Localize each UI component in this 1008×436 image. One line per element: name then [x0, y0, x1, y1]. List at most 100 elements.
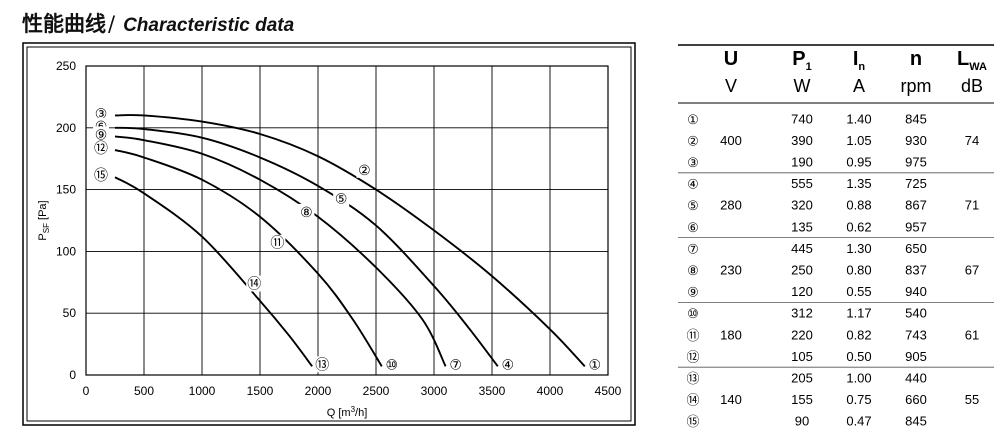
curve-series-3 — [114, 135, 447, 367]
cell-voltage: 400 — [720, 133, 742, 148]
cell-in: 0.95 — [846, 155, 871, 170]
x-tick-label: 3000 — [421, 384, 448, 398]
row-id: ⑩ — [687, 306, 699, 321]
curve-start-label: ⑨ — [95, 126, 108, 142]
curve-mid-label-bg — [298, 203, 315, 220]
cell-n: 940 — [905, 284, 927, 299]
row-id: ⑫ — [686, 349, 699, 364]
cell-p1: 105 — [791, 349, 813, 364]
header-unit: V — [725, 76, 737, 96]
curve-end-label: ④ — [502, 356, 515, 372]
chart-frame-outer — [22, 42, 636, 426]
cell-p1: 155 — [791, 392, 813, 407]
row-id: ⑤ — [687, 198, 699, 213]
row-id: ⑪ — [686, 328, 699, 343]
y-tick-label: 100 — [56, 244, 76, 258]
cell-in: 0.47 — [846, 414, 871, 428]
cell-in: 1.17 — [846, 306, 871, 321]
curve-series-2 — [114, 126, 499, 367]
y-tick-label: 200 — [56, 121, 76, 135]
cell-in: 1.40 — [846, 111, 871, 126]
cell-n: 440 — [905, 371, 927, 386]
curve-series-4 — [114, 149, 383, 367]
cell-in: 0.62 — [846, 219, 871, 234]
row-id: ② — [687, 133, 699, 148]
row-id: ⑧ — [687, 263, 699, 278]
curve-mid-label: ② — [358, 162, 371, 178]
row-id: ① — [687, 112, 699, 127]
cell-in: 1.30 — [846, 241, 871, 256]
y-tick-label: 50 — [63, 306, 77, 320]
cell-p1: 120 — [791, 284, 813, 299]
cell-in: 0.82 — [846, 327, 871, 342]
cell-in: 0.50 — [846, 349, 871, 364]
x-tick-label: 4000 — [537, 384, 564, 398]
x-tick-label: 3500 — [479, 384, 506, 398]
cell-sound-level: 71 — [965, 198, 979, 213]
curve-mid-label: ⑭ — [247, 276, 261, 292]
row-id: ④ — [687, 177, 699, 192]
chart-frame-inner — [26, 46, 632, 422]
x-tick-label: 500 — [134, 384, 154, 398]
row-id: ⑥ — [687, 220, 699, 235]
cell-p1: 555 — [791, 176, 813, 191]
curve-start-label-bg — [93, 126, 109, 143]
cell-p1: 135 — [791, 219, 813, 234]
curve-end-label: ⑦ — [449, 356, 462, 372]
cell-in: 0.75 — [846, 392, 871, 407]
curve-mid-label-bg — [269, 234, 286, 251]
header-unit: rpm — [901, 76, 932, 96]
x-axis-label: Q [m3/h] — [327, 405, 368, 419]
cell-n: 867 — [905, 198, 927, 213]
cell-n: 743 — [905, 327, 927, 342]
cell-n: 905 — [905, 349, 927, 364]
cell-n: 930 — [905, 133, 927, 148]
data-table: UV P1 W In An rpm LWA dB ① 740 1.40 845 ② 390 1.05 930 ③… — [678, 44, 994, 428]
header-symbol: LWA — [957, 48, 987, 73]
cell-in: 0.80 — [846, 263, 871, 278]
cell-in: 0.55 — [846, 284, 871, 299]
title-chinese: 性能曲线 — [22, 12, 106, 36]
row-id: ⑮ — [686, 414, 699, 428]
header-unit: A — [853, 76, 865, 96]
title-english: Characteristic data — [123, 15, 295, 36]
row-id: ⑭ — [686, 393, 699, 408]
cell-n: 540 — [905, 306, 927, 321]
page-header: 性能曲线 / Characteristic data — [22, 8, 294, 42]
y-tick-label: 250 — [56, 59, 76, 73]
curve-end-label: ⑩ — [386, 356, 399, 372]
curve-end-label: ① — [589, 356, 602, 372]
y-tick-label: 150 — [56, 183, 76, 197]
x-tick-label: 0 — [83, 384, 90, 398]
cell-in: 1.05 — [846, 133, 871, 148]
header-symbol: n — [910, 48, 922, 70]
cell-n: 660 — [905, 392, 927, 407]
curve-series-5 — [114, 176, 313, 367]
curve-mid-label: ⑪ — [270, 235, 284, 251]
row-id: ③ — [687, 155, 699, 170]
cell-n: 845 — [905, 111, 927, 126]
cell-in: 1.00 — [846, 371, 871, 386]
cell-p1: 390 — [791, 133, 813, 148]
cell-n: 975 — [905, 155, 927, 170]
cell-sound-level: 55 — [965, 392, 979, 407]
curve-end-label-bg — [499, 356, 516, 373]
curve-end-label-bg — [586, 356, 603, 373]
row-id: ⑦ — [687, 241, 699, 256]
header-unit: dB — [961, 76, 983, 96]
curve-end-label-bg — [447, 356, 464, 373]
cell-p1: 250 — [791, 263, 813, 278]
curve-start-label: ③ — [95, 105, 108, 121]
curve-mid-label-bg — [333, 190, 350, 207]
cell-sound-level: 67 — [965, 263, 979, 278]
cell-n: 725 — [905, 176, 927, 191]
header-unit: W — [794, 76, 811, 96]
cell-p1: 740 — [791, 111, 813, 126]
cell-p1: 190 — [791, 155, 813, 170]
x-tick-label: 2000 — [305, 384, 332, 398]
cell-sound-level: 61 — [965, 327, 979, 342]
x-tick-label: 1000 — [189, 384, 216, 398]
row-id: ⑬ — [686, 371, 699, 386]
cell-p1: 312 — [791, 306, 813, 321]
curve-end-label: ⑬ — [315, 356, 329, 372]
